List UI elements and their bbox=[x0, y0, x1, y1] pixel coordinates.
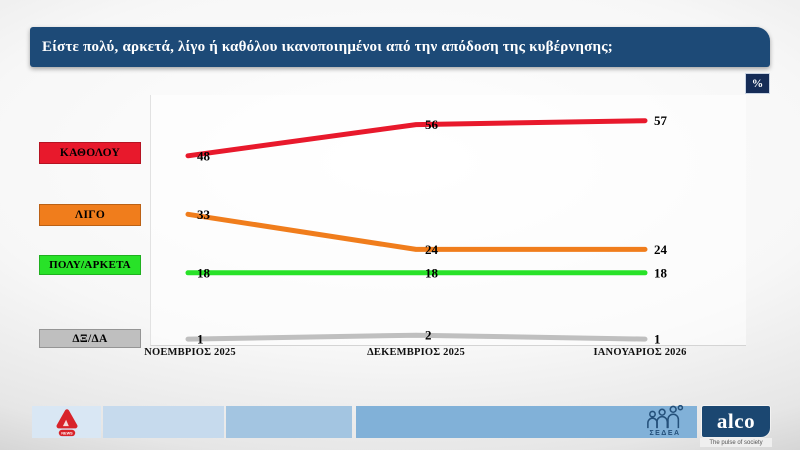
alco-logo: alco bbox=[702, 406, 770, 437]
sedea-label: ΣΕΔΕΑ bbox=[649, 430, 681, 437]
alpha-news-label: NEWS bbox=[61, 431, 73, 435]
alco-tagline: The pulse of society bbox=[700, 438, 772, 447]
question-title-bar: Είστε πολύ, αρκετά, λίγο ή καθόλου ικανο… bbox=[30, 27, 770, 67]
x-label-november-2025: ΝΟΕΜΒΡΙΟΣ 2025 bbox=[144, 347, 236, 358]
legend-chip-katholou: ΚΑΘΟΛΟΥ bbox=[39, 142, 141, 164]
series-line-ΔΞ/ΔΑ bbox=[185, 332, 648, 342]
series-line-ΛΙΓΟ bbox=[185, 211, 648, 252]
value-label-ΛΙΓΟ-ΝΟΕΜΒΡΙΟΣ 2025: 33 bbox=[197, 207, 211, 222]
value-label-ΠΟΛΥ/ΑΡΚΕΤΑ-ΔΕΚΕΜΒΡΙΟΣ 2025: 18 bbox=[425, 265, 439, 280]
value-label-ΛΙΓΟ-ΔΕΚΕΜΒΡΙΟΣ 2025: 24 bbox=[425, 242, 439, 257]
footer-box-3 bbox=[226, 406, 352, 438]
sedea-people-icon bbox=[647, 405, 684, 429]
value-label-ΚΑΘΟΛΟΥ-ΝΟΕΜΒΡΙΟΣ 2025: 48 bbox=[197, 148, 211, 163]
footer-box-4: ΣΕΔΕΑ bbox=[356, 405, 697, 438]
sedea-logo: ΣΕΔΕΑ bbox=[645, 405, 685, 437]
footer-box-alpha-news: NEWS bbox=[32, 406, 101, 438]
x-label-january-2026: ΙΑΝΟΥΑΡΙΟΣ 2026 bbox=[593, 347, 687, 358]
legend-chip-dx-da: ΔΞ/ΔΑ bbox=[39, 329, 141, 348]
value-label-ΚΑΘΟΛΟΥ-ΙΑΝΟΥΑΡΙΟΣ 2026: 57 bbox=[654, 113, 668, 128]
legend-chip-poly-arketa: ΠΟΛΥ/ΑΡΚΕΤΑ bbox=[39, 255, 141, 275]
value-label-ΠΟΛΥ/ΑΡΚΕΤΑ-ΝΟΕΜΒΡΙΟΣ 2025: 18 bbox=[197, 265, 211, 280]
x-label-december-2025: ΔΕΚΕΜΒΡΙΟΣ 2025 bbox=[367, 347, 465, 358]
percent-unit-badge: % bbox=[745, 73, 770, 94]
alpha-news-logo-icon: NEWS bbox=[56, 408, 77, 436]
value-label-ΚΑΘΟΛΟΥ-ΔΕΚΕΜΒΡΙΟΣ 2025: 56 bbox=[425, 117, 439, 132]
value-label-ΠΟΛΥ/ΑΡΚΕΤΑ-ΙΑΝΟΥΑΡΙΟΣ 2026: 18 bbox=[654, 265, 668, 280]
legend-chip-ligo: ΛΙΓΟ bbox=[39, 204, 141, 226]
value-label-ΔΞ/ΔΑ-ΝΟΕΜΒΡΙΟΣ 2025: 1 bbox=[197, 332, 204, 347]
value-label-ΛΙΓΟ-ΙΑΝΟΥΑΡΙΟΣ 2026: 24 bbox=[654, 242, 668, 257]
series-line-ΚΑΘΟΛΟΥ bbox=[185, 118, 648, 159]
footer-box-2 bbox=[103, 406, 224, 438]
plot-area bbox=[150, 95, 746, 346]
value-label-ΔΞ/ΔΑ-ΔΕΚΕΜΒΡΙΟΣ 2025: 2 bbox=[425, 328, 432, 343]
question-title: Είστε πολύ, αρκετά, λίγο ή καθόλου ικανο… bbox=[42, 38, 613, 55]
value-label-ΔΞ/ΔΑ-ΙΑΝΟΥΑΡΙΟΣ 2026: 1 bbox=[654, 332, 661, 347]
alco-wordmark: alco bbox=[716, 409, 756, 433]
